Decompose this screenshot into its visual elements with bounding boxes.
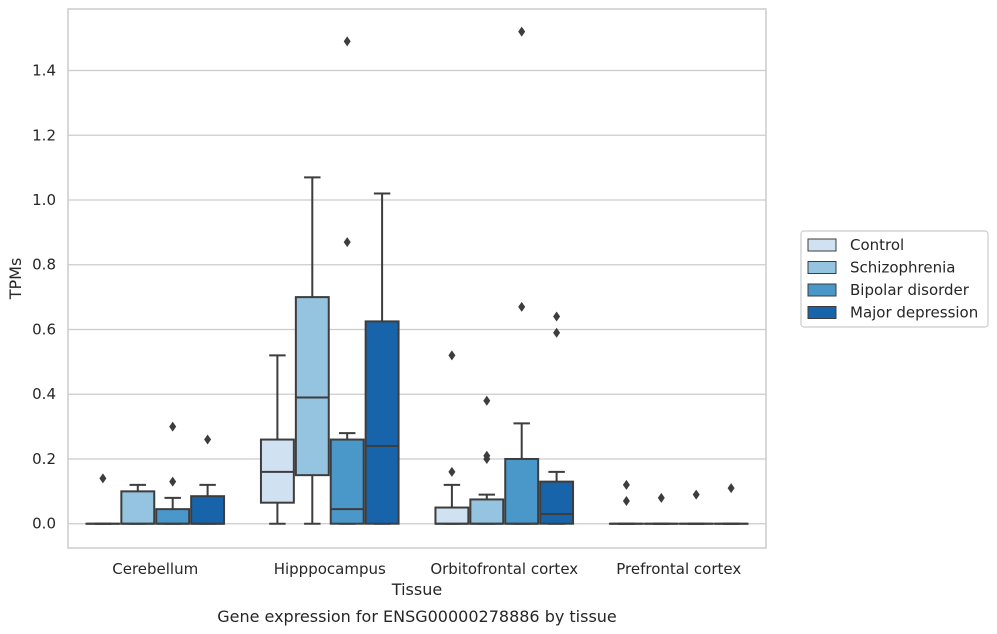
outlier-point (657, 492, 665, 503)
grid-lines (68, 69, 766, 525)
outlier-point (448, 350, 456, 361)
x-axis-ticks: Cerebellum Hipppocampus Orbitofrontal cort… (112, 560, 741, 578)
box-major-depression (364, 192, 400, 525)
legend-swatch (807, 283, 837, 297)
legend-swatch (807, 306, 837, 319)
y-tick-label: 0.8 (32, 256, 56, 274)
box-bipolar-disorder (504, 26, 540, 525)
box-iqr (294, 296, 330, 477)
box-major-depression (713, 483, 749, 525)
box-iqr (364, 320, 400, 525)
y-tick-label: 0.4 (32, 385, 56, 403)
outlier-point (727, 483, 735, 494)
x-axis-label: Tissue (391, 580, 442, 599)
y-tick-label: 1.0 (32, 191, 56, 209)
y-tick-label: 1.4 (32, 62, 56, 80)
y-tick-label: 0.2 (32, 450, 56, 468)
y-tick-label: 1.2 (32, 126, 56, 144)
box-bipolar-disorder (155, 421, 191, 525)
box-iqr (504, 457, 540, 525)
outlier-point (518, 301, 526, 312)
x-tick-label: Cerebellum (112, 560, 198, 578)
outlier-point (518, 26, 526, 37)
outlier-point (204, 434, 212, 445)
x-tick-label: Prefrontal cortex (616, 560, 741, 578)
outlier-point (622, 479, 630, 490)
box-iqr (190, 495, 226, 525)
box-iqr (539, 480, 575, 525)
box-major-depression (190, 434, 226, 525)
outlier-point (343, 36, 351, 47)
outlier-point (169, 476, 177, 487)
box-control (259, 354, 295, 525)
y-axis-ticks: 0.0 0.2 0.4 0.6 0.8 1.0 1.2 1.4 (32, 62, 56, 533)
box-iqr (120, 490, 156, 525)
box-schizophrenia (643, 492, 679, 525)
outlier-point (99, 473, 107, 484)
box-schizophrenia (294, 176, 330, 525)
outlier-point (169, 421, 177, 432)
box-bipolar-disorder (678, 489, 714, 525)
outlier-point (483, 395, 491, 406)
box-control (608, 479, 644, 525)
legend-label: Control (850, 236, 904, 254)
legend-swatch (807, 261, 837, 274)
box-control (85, 473, 121, 525)
x-tick-label: Orbitofrontal cortex (430, 560, 578, 578)
box-iqr (329, 438, 365, 525)
box-control (434, 350, 470, 525)
x-tick-label: Hipppocampus (274, 560, 386, 578)
box-schizophrenia (469, 395, 505, 525)
legend-label: Schizophrenia (850, 259, 955, 277)
legend-frame (800, 230, 989, 328)
outlier-point (448, 466, 456, 477)
y-tick-label: 0.6 (32, 320, 56, 338)
outlier-point (622, 496, 630, 507)
box-bipolar-disorder (329, 36, 365, 525)
box-schizophrenia (120, 483, 156, 525)
legend-label: Bipolar disorder (850, 281, 970, 299)
legend-label: Major depression (850, 304, 978, 322)
box-iqr (434, 506, 470, 525)
outlier-point (553, 327, 561, 338)
box-major-depression (539, 311, 575, 525)
y-tick-label: 0.0 (32, 515, 56, 533)
box-plot-area (85, 26, 749, 525)
outlier-point (483, 450, 491, 461)
box-iqr (155, 508, 191, 525)
outlier-point (553, 311, 561, 322)
legend-swatch (807, 238, 837, 252)
outlier-point (343, 237, 351, 248)
box-iqr (469, 498, 505, 525)
y-axis-label: TPMs (6, 258, 25, 301)
plot-area-frame (67, 8, 767, 549)
legend: Control Schizophrenia Bipolar disorder Majo… (800, 230, 989, 328)
chart-caption: Gene expression for ENSG00000278886 by t… (217, 607, 617, 626)
outlier-point (692, 489, 700, 500)
